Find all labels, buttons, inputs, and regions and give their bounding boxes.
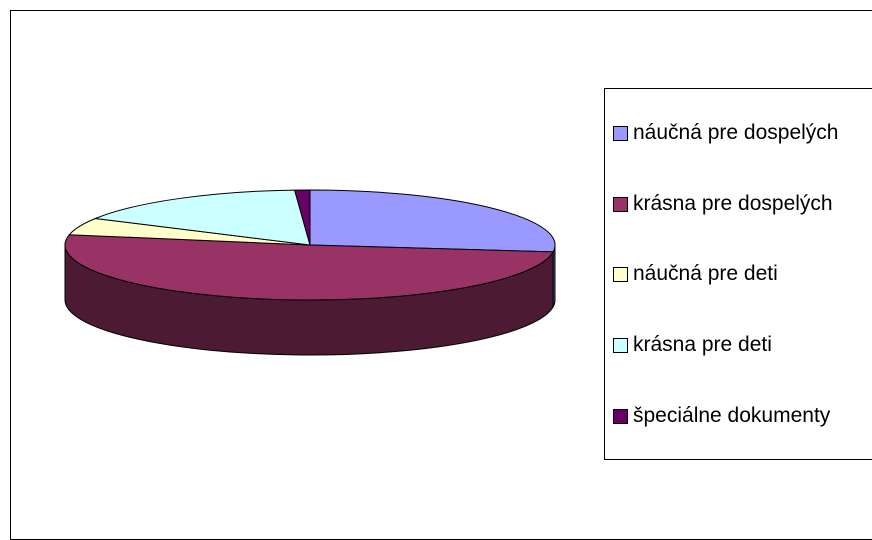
legend-item: krásna pre deti: [613, 331, 872, 358]
pie-slice: [64, 234, 554, 301]
legend-item: náučná pre deti: [613, 260, 872, 287]
legend-item: krásna pre dospelých: [613, 190, 872, 217]
legend-swatch: [613, 196, 628, 212]
legend-swatch: [613, 125, 628, 141]
legend-swatch: [613, 338, 628, 354]
legend-label: krásna pre deti: [633, 333, 772, 357]
legend-label: náučná pre dospelých: [633, 120, 839, 144]
legend-swatch: [613, 267, 628, 283]
legend: náučná pre dospelých krásna pre dospelých…: [604, 88, 872, 460]
legend-item: špeciálne dokumenty: [613, 402, 872, 429]
legend-label: krásna pre dospelých: [633, 191, 833, 215]
legend-swatch: [613, 409, 628, 425]
pie-slice: [93, 189, 311, 246]
pie-slice: [293, 189, 311, 246]
legend-label: špeciálne dokumenty: [633, 404, 831, 428]
pie: [64, 189, 556, 356]
pie-slice: [309, 189, 556, 253]
legend-item: náučná pre dospelých: [613, 119, 872, 146]
legend-label: náučná pre deti: [633, 262, 778, 286]
